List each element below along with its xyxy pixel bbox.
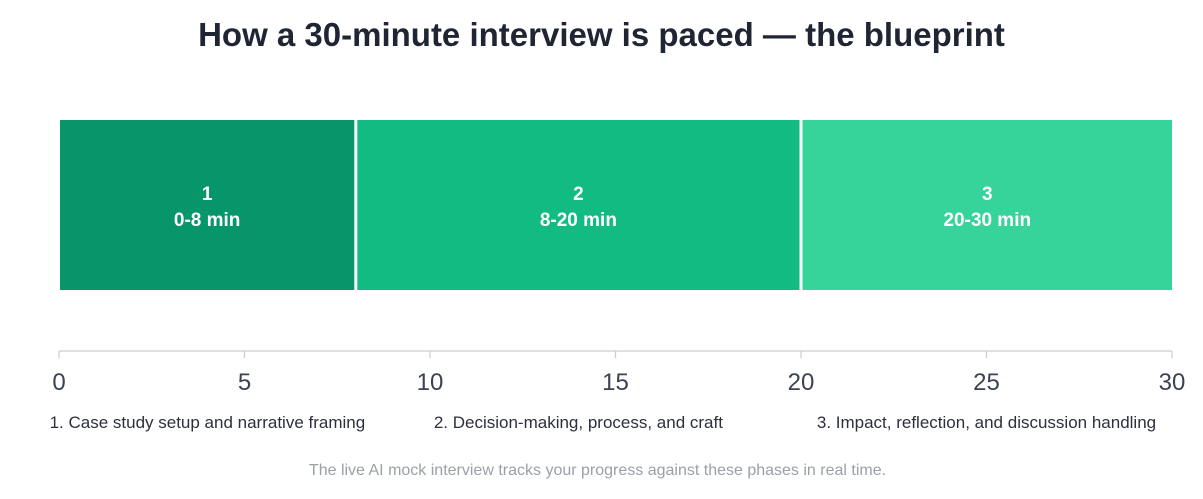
footnote: The live AI mock interview tracks your p… xyxy=(308,462,887,479)
phase-bar-2 xyxy=(357,120,800,290)
timeline-chart: 1 0-8 min 2 8-20 min 3 20-30 min 0 5 10 15 20 25 30… xyxy=(50,120,1185,432)
legend-item-3: 3. Impact, reflection, and discussion ha… xyxy=(817,413,1156,432)
x-tick-label-0: 0 xyxy=(52,369,65,396)
phase-legend: 1. Case study setup and narrative framin… xyxy=(50,413,1157,432)
chart-title: How a 30-minute interview is paced — the… xyxy=(198,16,1005,53)
phase-bar-1 xyxy=(60,120,355,290)
x-axis-ticks: 0 5 10 15 20 25 30 xyxy=(52,351,1185,396)
x-tick-label-5: 5 xyxy=(238,369,251,396)
phase-range-label-3: 20-30 min xyxy=(943,210,1031,231)
legend-item-2: 2. Decision-making, process, and craft xyxy=(434,413,723,432)
legend-item-1: 1. Case study setup and narrative framin… xyxy=(50,413,366,432)
x-tick-label-25: 25 xyxy=(973,369,1000,396)
phase-range-label-1: 0-8 min xyxy=(174,210,241,231)
x-tick-label-10: 10 xyxy=(417,369,444,396)
phase-number-label-3: 3 xyxy=(982,184,993,205)
segments-layer: 1 0-8 min 2 8-20 min 3 20-30 min xyxy=(60,120,1172,290)
x-tick-label-30: 30 xyxy=(1159,369,1186,396)
phase-number-label-1: 1 xyxy=(202,184,213,205)
phase-bar-3 xyxy=(802,120,1172,290)
x-tick-label-20: 20 xyxy=(788,369,815,396)
x-tick-label-15: 15 xyxy=(602,369,629,396)
phase-range-label-2: 8-20 min xyxy=(540,210,617,231)
phase-number-label-2: 2 xyxy=(573,184,584,205)
